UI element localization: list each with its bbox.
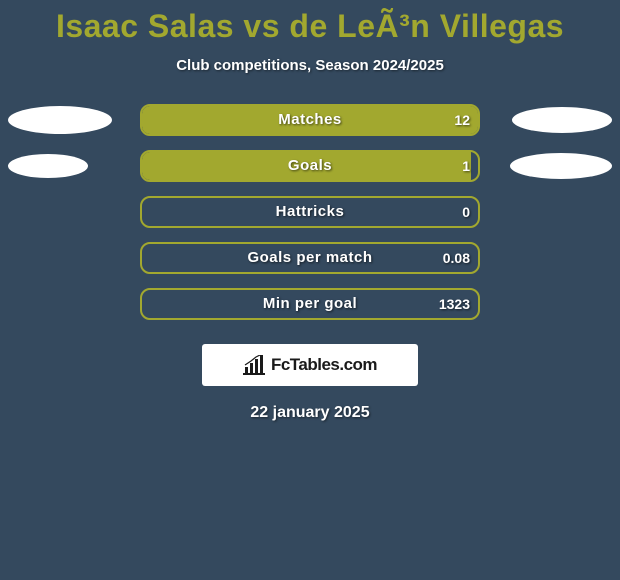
ellipse-right — [512, 107, 612, 133]
page-title: Isaac Salas vs de LeÃ³n Villegas — [0, 0, 620, 45]
stat-value: 12 — [454, 106, 470, 134]
date-text: 22 january 2025 — [0, 404, 620, 422]
stat-row: Min per goal 1323 — [0, 288, 620, 320]
stat-value: 1323 — [439, 290, 470, 318]
ellipse-left — [8, 106, 112, 134]
stat-bar: Hattricks 0 — [140, 196, 480, 228]
stat-value: 0.08 — [443, 244, 470, 272]
logo-box: FcTables.com — [202, 344, 418, 386]
subtitle: Club competitions, Season 2024/2025 — [0, 57, 620, 74]
bar-chart-icon — [243, 355, 267, 375]
stat-value: 0 — [462, 198, 470, 226]
stat-label: Min per goal — [142, 290, 478, 318]
stat-label: Goals per match — [142, 244, 478, 272]
ellipse-left — [8, 154, 88, 178]
stat-label: Goals — [142, 152, 478, 180]
stat-row: Matches 12 — [0, 104, 620, 136]
stat-bar: Goals per match 0.08 — [140, 242, 480, 274]
stat-bar: Matches 12 — [140, 104, 480, 136]
stat-bar: Min per goal 1323 — [140, 288, 480, 320]
stat-row: Goals per match 0.08 — [0, 242, 620, 274]
stat-row: Goals 1 — [0, 150, 620, 182]
stats-rows: Matches 12 Goals 1 Hattricks 0 Goals per… — [0, 104, 620, 320]
stat-label: Hattricks — [142, 198, 478, 226]
ellipse-right — [510, 153, 612, 179]
stat-label: Matches — [142, 106, 478, 134]
logo-text: FcTables.com — [271, 355, 377, 375]
stat-bar: Goals 1 — [140, 150, 480, 182]
stat-value: 1 — [462, 152, 470, 180]
stat-row: Hattricks 0 — [0, 196, 620, 228]
